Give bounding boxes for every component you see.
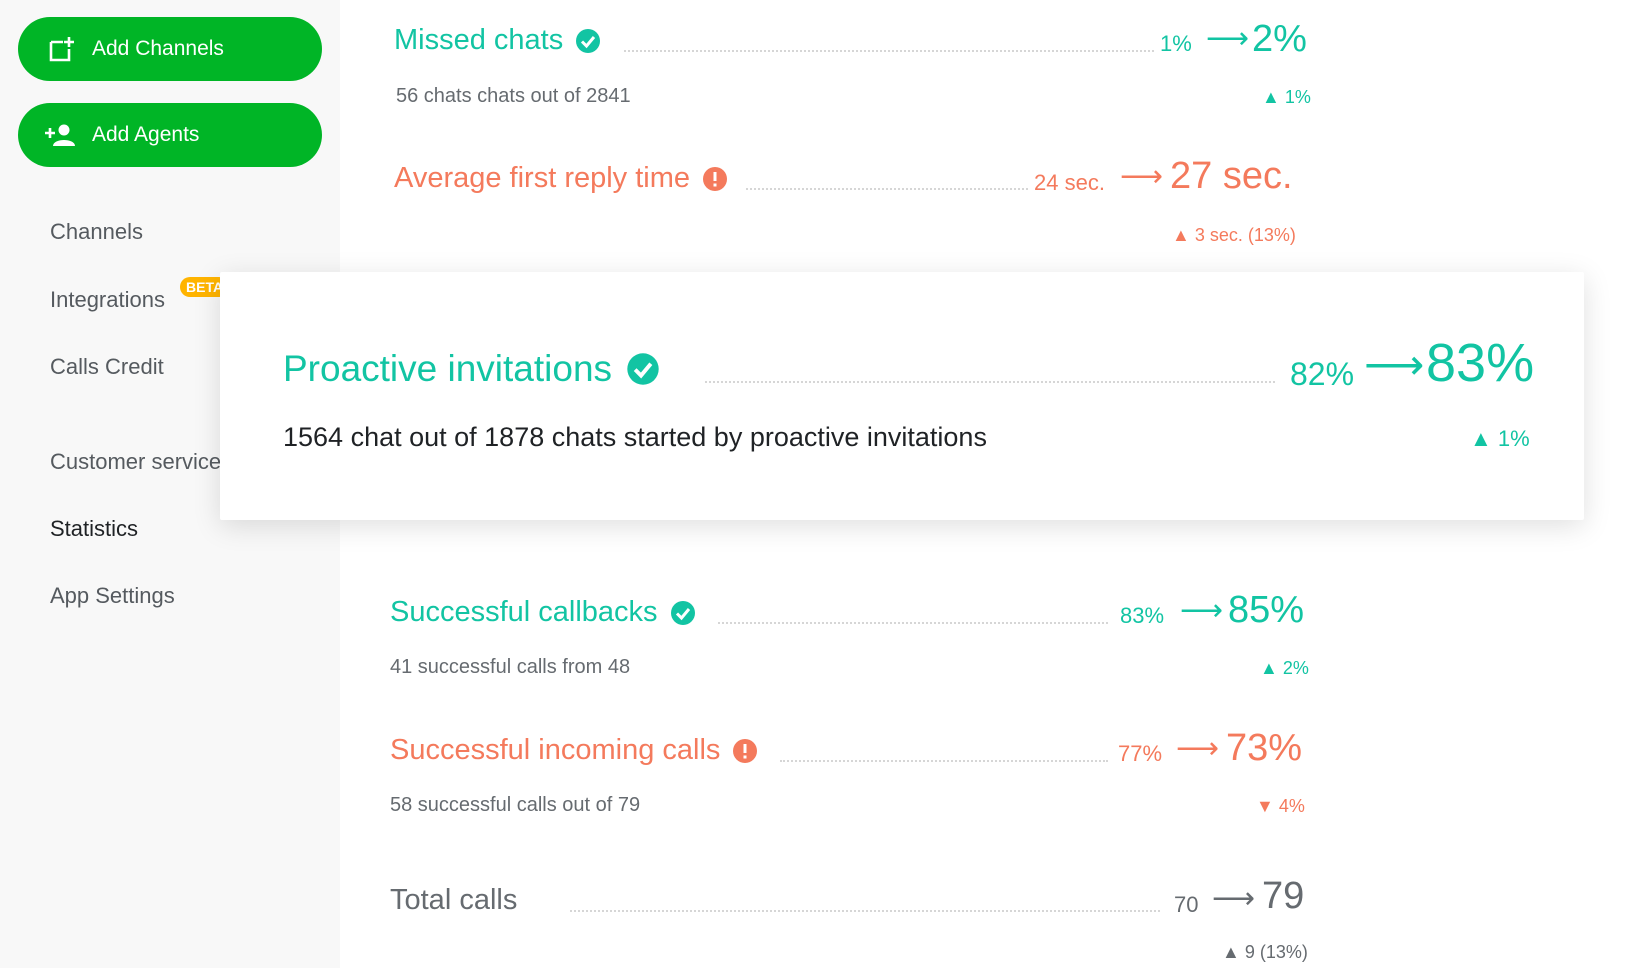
arrow-icon: ⟶ bbox=[1120, 160, 1164, 193]
metric-avg-first-reply-current: 27 sec. bbox=[1170, 155, 1293, 197]
arrow-icon: ⟶ bbox=[1176, 732, 1220, 765]
sidebar-item-statistics[interactable]: Statistics bbox=[50, 516, 139, 541]
metric-proactive-invitations-previous: 82% bbox=[1290, 356, 1355, 392]
add-person-icon bbox=[44, 121, 78, 149]
highlight-card-proactive-invitations: Proactive invitations 82% ⟶ 83% 1564 cha… bbox=[220, 272, 1584, 520]
metric-successful-incoming-title: Successful incoming calls bbox=[390, 734, 758, 767]
metric-missed-chats-title: Missed chats bbox=[394, 24, 601, 57]
metric-missed-chats-current: 2% bbox=[1252, 18, 1307, 60]
metric-successful-callbacks-delta: ▲ 2% bbox=[1260, 658, 1309, 678]
sidebar-item-customer-service[interactable]: Customer service bbox=[50, 449, 222, 474]
metric-missed-chats-previous: 1% bbox=[1160, 31, 1192, 56]
dotted-leader bbox=[705, 381, 1275, 383]
metric-title-text: Proactive invitations bbox=[283, 348, 613, 389]
add-channels-label: Add Channels bbox=[92, 37, 224, 60]
dotted-leader bbox=[746, 188, 1028, 190]
metric-successful-callbacks-title: Successful callbacks bbox=[390, 596, 696, 629]
metric-title-text: Missed chats bbox=[394, 24, 564, 56]
arrow-icon: ⟶ bbox=[1212, 882, 1256, 915]
arrow-icon: ⟶ bbox=[1180, 594, 1224, 627]
add-agents-button[interactable]: Add Agents bbox=[18, 103, 322, 167]
check-circle-icon bbox=[575, 28, 601, 54]
sidebar-item-calls-credit[interactable]: Calls Credit bbox=[50, 354, 164, 379]
metric-successful-callbacks-subtitle: 41 successful calls from 48 bbox=[390, 656, 631, 678]
metric-total-calls-title: Total calls bbox=[390, 884, 517, 917]
sidebar-item-app-settings[interactable]: App Settings bbox=[50, 583, 175, 608]
metric-successful-incoming-current: 73% bbox=[1226, 727, 1303, 769]
exclamation-circle-icon bbox=[732, 738, 758, 764]
metric-proactive-invitations-subtitle: 1564 chat out of 1878 chats started by p… bbox=[283, 422, 987, 452]
add-channels-button[interactable]: Add Channels bbox=[18, 17, 322, 81]
arrow-icon: ⟶ bbox=[1206, 22, 1250, 55]
arrow-icon: ⟶ bbox=[1364, 341, 1425, 388]
dotted-leader bbox=[624, 50, 1154, 52]
beta-badge: BETA bbox=[180, 277, 230, 297]
metric-title-text: Successful incoming calls bbox=[390, 734, 721, 766]
sidebar-item-integrations[interactable]: Integrations bbox=[50, 287, 165, 312]
metric-title-text: Total calls bbox=[390, 884, 518, 916]
metric-successful-callbacks-previous: 83% bbox=[1120, 603, 1165, 628]
add-agents-label: Add Agents bbox=[92, 123, 200, 146]
metric-successful-incoming-subtitle: 58 successful calls out of 79 bbox=[390, 794, 641, 816]
metric-successful-callbacks-current: 85% bbox=[1228, 589, 1305, 631]
dotted-leader bbox=[570, 910, 1160, 912]
metric-title-text: Average first reply time bbox=[394, 162, 691, 194]
metric-missed-chats-subtitle: 56 chats chats out of 2841 bbox=[396, 85, 631, 107]
metric-total-calls-previous: 70 bbox=[1174, 892, 1199, 917]
metric-avg-first-reply-title: Average first reply time bbox=[394, 162, 728, 195]
metric-total-calls-delta: ▲ 9 (13%) bbox=[1222, 942, 1308, 962]
metric-proactive-invitations-delta: ▲ 1% bbox=[1470, 426, 1530, 451]
add-channel-icon bbox=[44, 35, 78, 63]
metric-successful-incoming-previous: 77% bbox=[1118, 741, 1163, 766]
metric-proactive-invitations-title: Proactive invitations bbox=[283, 348, 660, 390]
dotted-leader bbox=[780, 760, 1108, 762]
check-circle-icon bbox=[626, 352, 660, 386]
metric-proactive-invitations-current: 83% bbox=[1426, 333, 1535, 393]
metric-missed-chats-delta: ▲ 1% bbox=[1262, 87, 1311, 107]
exclamation-circle-icon bbox=[702, 166, 728, 192]
check-circle-icon bbox=[670, 600, 696, 626]
metric-title-text: Successful callbacks bbox=[390, 596, 658, 628]
metric-avg-first-reply-previous: 24 sec. bbox=[1034, 170, 1105, 195]
metric-successful-incoming-delta: ▼ 4% bbox=[1256, 796, 1305, 816]
metric-avg-first-reply-delta: ▲ 3 sec. (13%) bbox=[1172, 225, 1296, 245]
sidebar-item-channels[interactable]: Channels bbox=[50, 219, 143, 244]
dotted-leader bbox=[718, 622, 1108, 624]
metric-total-calls-current: 79 bbox=[1262, 875, 1305, 917]
